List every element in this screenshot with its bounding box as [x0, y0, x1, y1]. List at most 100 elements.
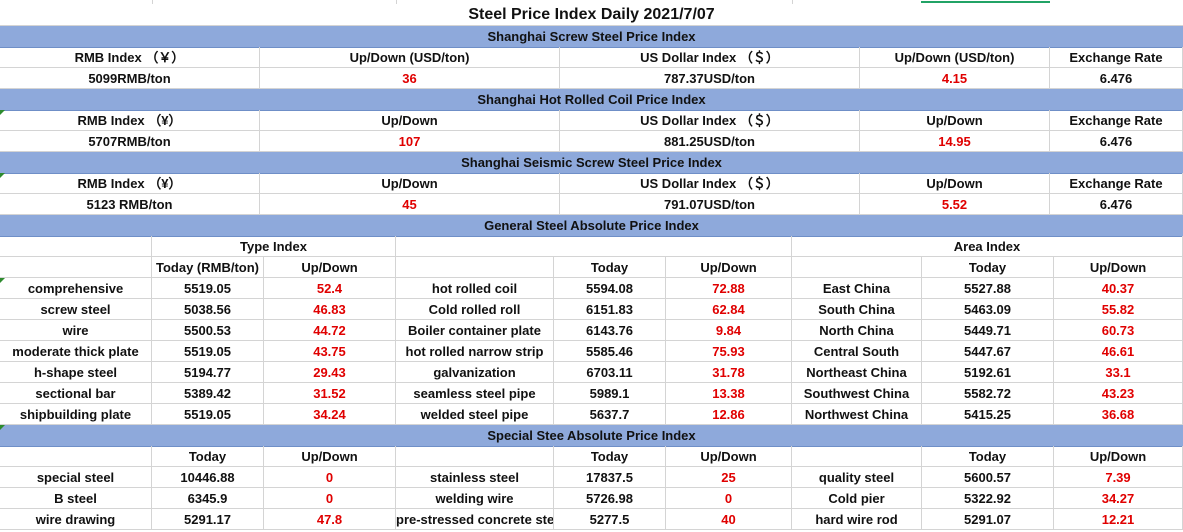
area-updown-header[interactable]: Up/Down [1054, 257, 1183, 278]
type-updown[interactable]: 44.72 [264, 320, 396, 341]
usd-index-header[interactable]: US Dollar Index （＄） [560, 173, 860, 194]
area-today[interactable]: 5415.25 [922, 404, 1054, 425]
area-updown[interactable]: 55.82 [1054, 299, 1183, 320]
exchange-rate-header[interactable]: Exchange Rate [1050, 173, 1183, 194]
area-updown[interactable]: 36.68 [1054, 404, 1183, 425]
type-name[interactable]: moderate thick plate [0, 341, 152, 362]
section-title[interactable]: Shanghai Hot Rolled Coil Price Index [477, 92, 706, 107]
rmb-index-value[interactable]: 5123 RMB/ton [0, 194, 260, 215]
type-updown[interactable]: 0 [264, 488, 396, 509]
type-updown[interactable]: 0 [264, 467, 396, 488]
product-today[interactable]: 6703.11 [554, 362, 666, 383]
product-updown[interactable]: 0 [666, 488, 792, 509]
type-today[interactable]: 10446.88 [152, 467, 264, 488]
area-name[interactable]: Cold pier [792, 488, 922, 509]
rmb-index-header[interactable]: RMB Index （¥） [0, 173, 260, 194]
type-updown[interactable]: 34.24 [264, 404, 396, 425]
area-today[interactable]: 5447.67 [922, 341, 1054, 362]
product-name[interactable]: hot rolled coil [396, 278, 554, 299]
area-updown[interactable]: 43.23 [1054, 383, 1183, 404]
rmb-index-value[interactable]: 5707RMB/ton [0, 131, 260, 152]
product-today[interactable]: 6143.76 [554, 320, 666, 341]
area-name[interactable]: North China [792, 320, 922, 341]
type-name-header[interactable] [0, 446, 152, 467]
type-index-header[interactable]: Type Index [152, 236, 396, 257]
area-index-header[interactable]: Area Index [792, 236, 1183, 257]
area-today[interactable]: 5527.88 [922, 278, 1054, 299]
type-name-header[interactable] [0, 257, 152, 278]
exchange-rate-header[interactable]: Exchange Rate [1050, 47, 1183, 68]
special-section-title[interactable]: Special Stee Absolute Price Index [487, 428, 696, 443]
product-today[interactable]: 5726.98 [554, 488, 666, 509]
up-down-usd-header[interactable]: Up/Down (USD/ton) [860, 47, 1050, 68]
up-down-value[interactable]: 107 [260, 131, 560, 152]
product-updown[interactable]: 12.86 [666, 404, 792, 425]
type-name[interactable]: comprehensive [0, 278, 152, 299]
type-today[interactable]: 5389.42 [152, 383, 264, 404]
type-updown[interactable]: 29.43 [264, 362, 396, 383]
area-updown-header[interactable]: Up/Down [1054, 446, 1183, 467]
product-name-header[interactable] [396, 257, 554, 278]
type-name[interactable]: wire [0, 320, 152, 341]
type-name[interactable]: shipbuilding plate [0, 404, 152, 425]
area-updown[interactable]: 7.39 [1054, 467, 1183, 488]
area-today[interactable]: 5463.09 [922, 299, 1054, 320]
product-updown-header[interactable]: Up/Down [666, 446, 792, 467]
product-today[interactable]: 5637.7 [554, 404, 666, 425]
exchange-rate-value[interactable]: 6.476 [1050, 131, 1183, 152]
product-name[interactable]: Boiler container plate [396, 320, 554, 341]
up-down-usd-header[interactable]: Up/Down [860, 110, 1050, 131]
up-down-usd-value[interactable]: 5.52 [860, 194, 1050, 215]
usd-index-value[interactable]: 881.25USD/ton [560, 131, 860, 152]
empty-cell[interactable] [396, 236, 792, 257]
area-today[interactable]: 5449.71 [922, 320, 1054, 341]
area-updown[interactable]: 12.21 [1054, 509, 1183, 530]
product-name[interactable]: welded steel pipe [396, 404, 554, 425]
product-updown[interactable]: 40 [666, 509, 792, 530]
up-down-usd-value[interactable]: 4.15 [860, 68, 1050, 89]
type-today[interactable]: 5291.17 [152, 509, 264, 530]
product-name[interactable]: galvanization [396, 362, 554, 383]
product-name[interactable]: hot rolled narrow strip [396, 341, 554, 362]
product-today-header[interactable]: Today [554, 446, 666, 467]
type-today-header[interactable]: Today [152, 446, 264, 467]
type-updown[interactable]: 47.8 [264, 509, 396, 530]
exchange-rate-header[interactable]: Exchange Rate [1050, 110, 1183, 131]
area-name-header[interactable] [792, 257, 922, 278]
product-today[interactable]: 5594.08 [554, 278, 666, 299]
type-name[interactable]: sectional bar [0, 383, 152, 404]
type-today[interactable]: 5519.05 [152, 278, 264, 299]
type-today[interactable]: 5519.05 [152, 404, 264, 425]
page-title[interactable]: Steel Price Index Daily 2021/7/07 [0, 4, 1183, 26]
type-updown-header[interactable]: Up/Down [264, 257, 396, 278]
product-name[interactable]: stainless steel [396, 467, 554, 488]
area-name[interactable]: Northwest China [792, 404, 922, 425]
product-today[interactable]: 5989.1 [554, 383, 666, 404]
product-name[interactable]: seamless steel pipe [396, 383, 554, 404]
empty-cell[interactable] [0, 236, 152, 257]
usd-index-value[interactable]: 787.37USD/ton [560, 68, 860, 89]
up-down-value[interactable]: 36 [260, 68, 560, 89]
section-title[interactable]: Shanghai Screw Steel Price Index [487, 29, 696, 44]
product-name-header[interactable] [396, 446, 554, 467]
area-updown[interactable]: 34.27 [1054, 488, 1183, 509]
rmb-index-header[interactable]: RMB Index （￥） [0, 47, 260, 68]
product-today[interactable]: 5585.46 [554, 341, 666, 362]
up-down-header[interactable]: Up/Down (USD/ton) [260, 47, 560, 68]
area-today[interactable]: 5582.72 [922, 383, 1054, 404]
usd-index-value[interactable]: 791.07USD/ton [560, 194, 860, 215]
type-updown[interactable]: 31.52 [264, 383, 396, 404]
product-updown[interactable]: 75.93 [666, 341, 792, 362]
general-section-title[interactable]: General Steel Absolute Price Index [484, 218, 699, 233]
product-today[interactable]: 17837.5 [554, 467, 666, 488]
type-updown-header[interactable]: Up/Down [264, 446, 396, 467]
usd-index-header[interactable]: US Dollar Index （＄） [560, 110, 860, 131]
area-name[interactable]: Central South [792, 341, 922, 362]
section-title[interactable]: Shanghai Seismic Screw Steel Price Index [461, 155, 722, 170]
area-name[interactable]: quality steel [792, 467, 922, 488]
type-name[interactable]: h-shape steel [0, 362, 152, 383]
area-name[interactable]: hard wire rod [792, 509, 922, 530]
product-updown-header[interactable]: Up/Down [666, 257, 792, 278]
area-today-header[interactable]: Today [922, 257, 1054, 278]
type-updown[interactable]: 43.75 [264, 341, 396, 362]
